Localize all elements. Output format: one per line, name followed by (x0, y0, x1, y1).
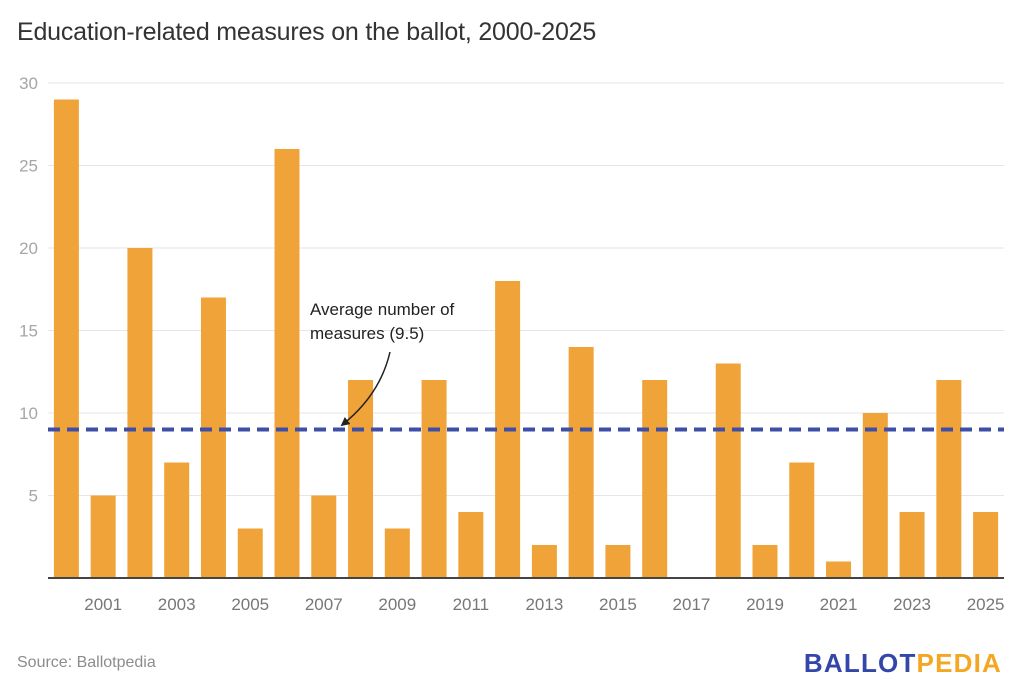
bar-2011 (458, 512, 484, 578)
bar-2004 (200, 297, 226, 578)
x-tick-label: 2025 (967, 595, 1005, 614)
chart-title: Education-related measures on the ballot… (17, 18, 597, 46)
y-tick-label: 15 (19, 322, 38, 341)
bar-2016 (642, 380, 668, 578)
bar-2003 (164, 462, 190, 578)
bar-2014 (568, 347, 594, 578)
bar-2025 (973, 512, 999, 578)
bar-2015 (605, 545, 631, 578)
x-tick-label: 2009 (378, 595, 416, 614)
bar-2024 (936, 380, 962, 578)
x-tick-label: 2023 (893, 595, 931, 614)
bar-2000 (53, 99, 79, 578)
source-note: Source: Ballotpedia (17, 654, 156, 671)
bars (53, 99, 999, 578)
x-axis-labels: 2001 2003 2005 2007 2009 2011 2013 2015 2017 2019… (84, 595, 1004, 614)
y-tick-label: 25 (19, 157, 38, 176)
bar-2001 (90, 495, 116, 578)
bar-2021 (826, 561, 852, 578)
logo-pedia: PEDIA (916, 648, 1002, 678)
x-tick-label: 2003 (158, 595, 196, 614)
bar-2010 (421, 380, 447, 578)
y-tick-label: 10 (19, 404, 38, 423)
x-tick-label: 2015 (599, 595, 637, 614)
x-tick-label: 2021 (820, 595, 858, 614)
y-axis-labels: 5 10 15 20 25 30 (19, 74, 38, 506)
x-tick-label: 2013 (525, 595, 563, 614)
bar-2007 (311, 495, 337, 578)
annotation-line-2: measures (9.5) (310, 324, 424, 343)
x-tick-label: 2007 (305, 595, 343, 614)
x-tick-label: 2011 (453, 595, 490, 614)
x-tick-label: 2017 (673, 595, 711, 614)
x-tick-label: 2019 (746, 595, 784, 614)
bar-2018 (715, 363, 741, 578)
bar-2006 (274, 149, 300, 578)
y-tick-label: 20 (19, 239, 38, 258)
y-tick-label: 5 (29, 487, 38, 506)
annotation-line-1: Average number of (310, 300, 455, 319)
gridlines (48, 82, 1004, 496)
bar-2009 (384, 528, 410, 578)
x-tick-label: 2001 (84, 595, 122, 614)
bar-2020 (789, 462, 815, 578)
bar-2002 (127, 248, 153, 578)
y-tick-label: 30 (19, 74, 38, 93)
bar-2005 (237, 528, 263, 578)
bar-2019 (752, 545, 778, 578)
bar-2022 (862, 413, 888, 578)
annotation-arrow (340, 351, 391, 427)
bar-2013 (531, 545, 557, 578)
ballotpedia-logo: BALLOTPEDIA (804, 648, 1002, 679)
x-tick-label: 2005 (231, 595, 269, 614)
bar-2008 (348, 380, 374, 578)
logo-ballot: BALLOT (803, 648, 917, 678)
bar-2023 (899, 512, 925, 578)
